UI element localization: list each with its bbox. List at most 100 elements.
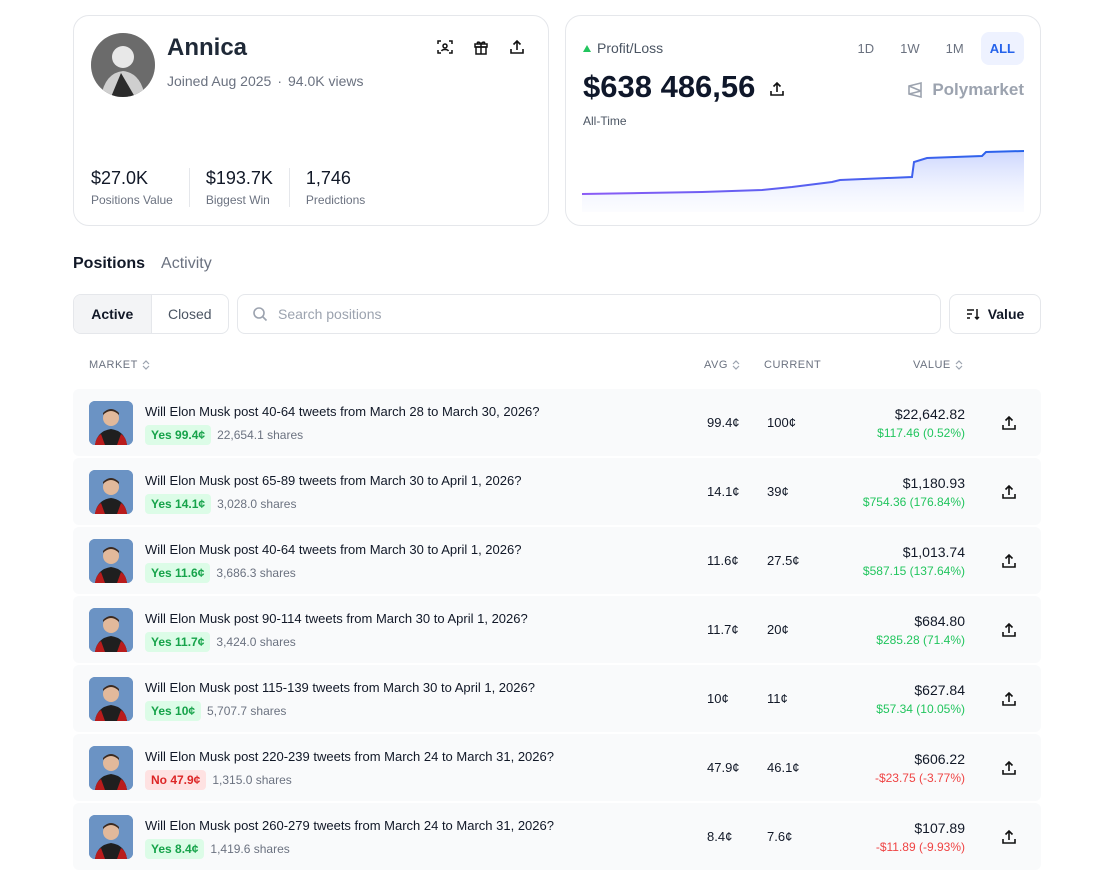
header-label: MARKET bbox=[89, 359, 138, 371]
share-icon[interactable] bbox=[1001, 484, 1017, 500]
market-title[interactable]: Will Elon Musk post 260-279 tweets from … bbox=[145, 818, 554, 833]
joined-date: Joined Aug 2025 bbox=[167, 73, 272, 89]
outcome-badge: Yes 14.1¢ bbox=[145, 494, 212, 514]
position-summary: Yes 11.6¢ 3,686.3 shares bbox=[145, 563, 296, 583]
header-current: CURRENT bbox=[764, 359, 822, 371]
shares-count: 1,315.0 shares bbox=[212, 773, 292, 787]
share-icon[interactable] bbox=[1001, 553, 1017, 569]
market-thumbnail bbox=[89, 746, 133, 790]
shares-count: 5,707.7 shares bbox=[207, 704, 287, 718]
stat-value: $193.7K bbox=[205, 168, 273, 188]
pnl-change: -$11.89 (-9.93%) bbox=[875, 840, 965, 854]
pnl-label-text: Profit/Loss bbox=[597, 40, 664, 56]
stat-label: Predictions bbox=[305, 193, 366, 207]
avatar[interactable] bbox=[91, 33, 155, 97]
avg-price: 14.1¢ bbox=[707, 484, 740, 499]
triangle-up-icon bbox=[583, 44, 591, 52]
profile-card: Annica Joined Aug 2025 · 94.0K views $27.0… bbox=[73, 15, 549, 226]
search-input[interactable] bbox=[278, 306, 878, 322]
table-row[interactable]: Will Elon Musk post 65-89 tweets from Ma… bbox=[73, 458, 1041, 525]
header-market[interactable]: MARKET bbox=[89, 359, 150, 371]
search-box bbox=[237, 294, 941, 334]
table-row[interactable]: Will Elon Musk post 115-139 tweets from … bbox=[73, 665, 1041, 732]
stat-label: Biggest Win bbox=[205, 193, 270, 207]
position-value: $1,013.74 bbox=[902, 544, 965, 560]
profile-meta: Joined Aug 2025 · 94.0K views bbox=[167, 73, 363, 89]
avg-price: 47.9¢ bbox=[707, 760, 740, 775]
share-icon[interactable] bbox=[1001, 691, 1017, 707]
outcome-badge: No 47.9¢ bbox=[145, 770, 207, 790]
position-value: $627.84 bbox=[914, 682, 965, 698]
avg-price: 10¢ bbox=[707, 691, 729, 706]
position-value: $22,642.82 bbox=[894, 406, 965, 422]
avg-price: 11.7¢ bbox=[707, 622, 739, 637]
share-icon[interactable] bbox=[508, 38, 526, 56]
stat-label: Positions Value bbox=[91, 193, 173, 207]
filter-active-button[interactable]: Active bbox=[74, 295, 152, 333]
share-icon[interactable] bbox=[1001, 415, 1017, 431]
stat-value: 1,746 bbox=[305, 168, 351, 188]
profile-name: Annica bbox=[167, 34, 248, 61]
avg-price: 99.4¢ bbox=[707, 415, 740, 430]
pnl-change: -$23.75 (-3.77%) bbox=[874, 771, 965, 785]
tabs: Positions Activity bbox=[73, 255, 212, 273]
scan-icon[interactable] bbox=[436, 38, 454, 56]
share-icon[interactable] bbox=[1001, 829, 1017, 845]
market-title[interactable]: Will Elon Musk post 220-239 tweets from … bbox=[145, 749, 554, 764]
pnl-change: $587.15 (137.64%) bbox=[862, 564, 965, 578]
table-row[interactable]: Will Elon Musk post 90-114 tweets from M… bbox=[73, 596, 1041, 663]
position-summary: Yes 14.1¢ 3,028.0 shares bbox=[145, 494, 296, 514]
table-row[interactable]: Will Elon Musk post 220-239 tweets from … bbox=[73, 734, 1041, 801]
position-summary: Yes 8.4¢ 1,419.6 shares bbox=[145, 839, 290, 859]
market-title[interactable]: Will Elon Musk post 40-64 tweets from Ma… bbox=[145, 542, 522, 557]
range-1d[interactable]: 1D bbox=[857, 41, 875, 56]
sort-toggle-icon bbox=[732, 360, 740, 370]
share-icon[interactable] bbox=[1001, 622, 1017, 638]
market-thumbnail bbox=[89, 539, 133, 583]
position-summary: Yes 99.4¢ 22,654.1 shares bbox=[145, 425, 303, 445]
pnl-value: $638 486,56 bbox=[583, 69, 785, 105]
profile-actions bbox=[436, 38, 526, 56]
avg-price: 11.6¢ bbox=[707, 553, 739, 568]
brand: Polymarket bbox=[906, 80, 1024, 100]
header-label: AVG bbox=[704, 359, 728, 371]
market-title[interactable]: Will Elon Musk post 115-139 tweets from … bbox=[145, 680, 535, 695]
pnl-change: $754.36 (176.84%) bbox=[862, 495, 965, 509]
table-row[interactable]: Will Elon Musk post 40-64 tweets from Ma… bbox=[73, 389, 1041, 456]
header-label: VALUE bbox=[913, 359, 951, 371]
gift-icon[interactable] bbox=[472, 38, 490, 56]
pnl-period: All-Time bbox=[583, 114, 627, 128]
pnl-card: Profit/Loss $638 486,56 All-Time 1D 1W 1… bbox=[565, 15, 1041, 226]
shares-count: 3,028.0 shares bbox=[217, 497, 297, 511]
tab-positions[interactable]: Positions bbox=[73, 255, 146, 272]
tab-activity[interactable]: Activity bbox=[161, 255, 212, 272]
range-1m[interactable]: 1M bbox=[945, 41, 964, 56]
pnl-change: $117.46 (0.52%) bbox=[877, 426, 965, 440]
shares-count: 1,419.6 shares bbox=[210, 842, 290, 856]
sort-button[interactable]: Value bbox=[949, 294, 1041, 334]
header-value[interactable]: VALUE bbox=[913, 359, 963, 371]
range-all[interactable]: ALL bbox=[980, 32, 1024, 65]
position-summary: No 47.9¢ 1,315.0 shares bbox=[145, 770, 292, 790]
table-row[interactable]: Will Elon Musk post 260-279 tweets from … bbox=[73, 803, 1041, 870]
outcome-badge: Yes 99.4¢ bbox=[145, 425, 212, 445]
pnl-amount: $638 486,56 bbox=[583, 69, 756, 104]
share-icon[interactable] bbox=[1001, 760, 1017, 776]
meta-separator: · bbox=[277, 73, 282, 89]
filter-closed-button[interactable]: Closed bbox=[167, 306, 212, 322]
avg-price: 8.4¢ bbox=[707, 829, 733, 844]
market-title[interactable]: Will Elon Musk post 90-114 tweets from M… bbox=[145, 611, 528, 626]
market-title[interactable]: Will Elon Musk post 40-64 tweets from Ma… bbox=[145, 404, 540, 419]
sort-toggle-icon bbox=[142, 360, 150, 370]
market-title[interactable]: Will Elon Musk post 65-89 tweets from Ma… bbox=[145, 473, 522, 488]
sort-icon bbox=[966, 309, 980, 321]
position-value: $606.22 bbox=[914, 751, 965, 767]
range-1w[interactable]: 1W bbox=[900, 41, 920, 56]
header-avg[interactable]: AVG bbox=[704, 359, 740, 371]
share-icon[interactable] bbox=[769, 69, 785, 105]
position-value: $1,180.93 bbox=[902, 475, 965, 491]
current-price: 46.1¢ bbox=[767, 760, 800, 775]
pnl-change: $57.34 (10.05%) bbox=[876, 702, 965, 716]
pnl-change: $285.28 (71.4%) bbox=[876, 633, 965, 647]
table-row[interactable]: Will Elon Musk post 40-64 tweets from Ma… bbox=[73, 527, 1041, 594]
